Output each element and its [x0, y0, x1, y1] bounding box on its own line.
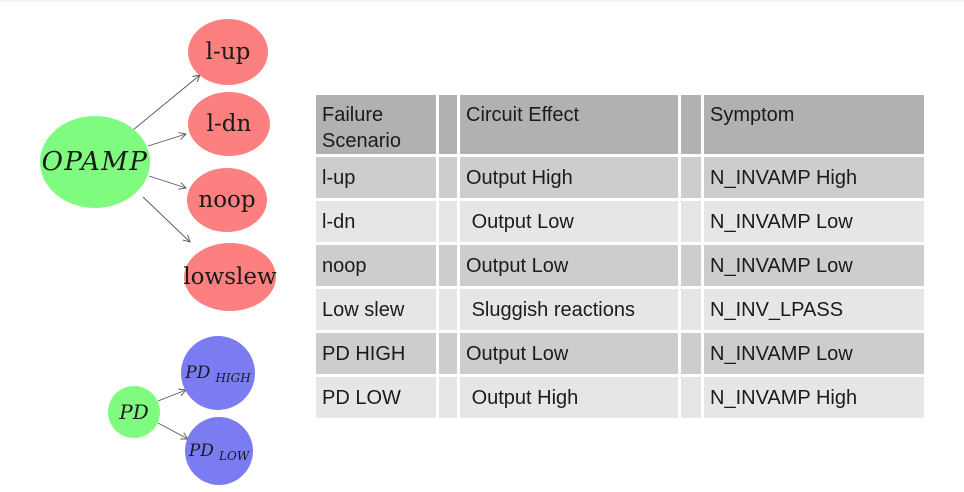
cell-failure-scenario: l-up [316, 157, 436, 198]
cell-symptom: N_INVAMP Low [704, 201, 924, 242]
pdhigh-label-subscript: HIGH [214, 371, 251, 385]
table-row: l-dn Output Low N_INVAMP Low [316, 201, 924, 242]
cell-failure-scenario: PD HIGH [316, 333, 436, 374]
pdhigh-label-main: PD [184, 363, 210, 383]
cell-symptom: N_INV_LPASS [704, 289, 924, 330]
pdlow-label-subscript: LOW [218, 449, 251, 463]
cell-circuit-effect: Output Low [460, 245, 678, 286]
lowslew-node: lowslew [183, 243, 277, 311]
edge-opamp-ldn [147, 132, 187, 147]
spacer-cell [681, 201, 701, 242]
cell-symptom: N_INVAMP Low [704, 245, 924, 286]
pdhigh-node-label: PD HIGH [184, 363, 251, 385]
column-header-symptom: Symptom [704, 95, 924, 154]
lup-node: l-up [188, 19, 268, 85]
noop-node-label: noop [198, 187, 255, 213]
cell-failure-scenario: Low slew [316, 289, 436, 330]
pdlow-node: PD LOW [185, 417, 253, 485]
pd-node: PD [108, 386, 160, 438]
spacer-cell [681, 377, 701, 418]
spacer-cell [439, 289, 457, 330]
pd-circle [108, 386, 160, 438]
failure-mode-tree-diagram: OPAMP l-up l-dn noop lowslew PD [40, 19, 277, 485]
spacer-header-cell-2 [681, 95, 701, 154]
spacer-cell [681, 157, 701, 198]
spacer-cell [439, 333, 457, 374]
opamp-ellipse [40, 116, 150, 208]
ldn-node-label: l-dn [207, 111, 252, 137]
lowslew-ellipse [184, 243, 276, 311]
cell-failure-scenario: l-dn [316, 201, 436, 242]
edge-pd-pdlow [157, 422, 189, 440]
cell-failure-scenario: noop [316, 245, 436, 286]
cell-symptom: N_INVAMP High [704, 377, 924, 418]
cell-circuit-effect: Sluggish reactions [460, 289, 678, 330]
column-header-circuit-effect: Circuit Effect [460, 95, 678, 154]
pdhigh-circle [181, 336, 255, 410]
edge-pd-pdhigh [157, 388, 187, 402]
cell-symptom: N_INVAMP Low [704, 333, 924, 374]
edge-opamp-lowslew [142, 196, 191, 243]
ldn-ellipse [188, 92, 270, 156]
table-row: noop Output Low N_INVAMP Low [316, 245, 924, 286]
ldn-node: l-dn [188, 92, 270, 156]
edge-opamp-lup [132, 74, 201, 131]
cell-failure-scenario: PD LOW [316, 377, 436, 418]
table-row: PD HIGH Output Low N_INVAMP Low [316, 333, 924, 374]
table-row: PD LOW Output High N_INVAMP High [316, 377, 924, 418]
lup-ellipse [188, 19, 268, 85]
cell-circuit-effect: Output Low [460, 333, 678, 374]
table-row: l-up Output High N_INVAMP High [316, 157, 924, 198]
spacer-cell [439, 157, 457, 198]
pdlow-circle [185, 417, 253, 485]
spacer-cell [439, 377, 457, 418]
pdlow-label-main: PD [188, 441, 214, 461]
cell-circuit-effect: Output Low [460, 201, 678, 242]
spacer-cell [439, 245, 457, 286]
lowslew-node-label: lowslew [183, 264, 277, 290]
pdhigh-node: PD HIGH [181, 336, 255, 410]
cell-circuit-effect: Output High [460, 157, 678, 198]
failure-scenario-table: Failure Scenario Circuit Effect Symptom … [313, 92, 927, 421]
pd-node-label: PD [118, 400, 149, 424]
table-header-row: Failure Scenario Circuit Effect Symptom [316, 95, 924, 154]
spacer-cell [439, 201, 457, 242]
table-row: Low slew Sluggish reactions N_INV_LPASS [316, 289, 924, 330]
edge-opamp-noop [148, 175, 187, 190]
top-edge-highlight [0, 0, 964, 3]
opamp-node: OPAMP [40, 116, 150, 208]
spacer-cell [681, 245, 701, 286]
cell-symptom: N_INVAMP High [704, 157, 924, 198]
noop-node: noop [187, 168, 267, 232]
spacer-header-cell-1 [439, 95, 457, 154]
noop-ellipse [187, 168, 267, 232]
spacer-cell [681, 333, 701, 374]
spacer-cell [681, 289, 701, 330]
lup-node-label: l-up [206, 39, 251, 65]
pdlow-node-label: PD LOW [188, 441, 251, 463]
column-header-failure-scenario: Failure Scenario [316, 95, 436, 154]
cell-circuit-effect: Output High [460, 377, 678, 418]
opamp-node-label: OPAMP [42, 147, 149, 177]
